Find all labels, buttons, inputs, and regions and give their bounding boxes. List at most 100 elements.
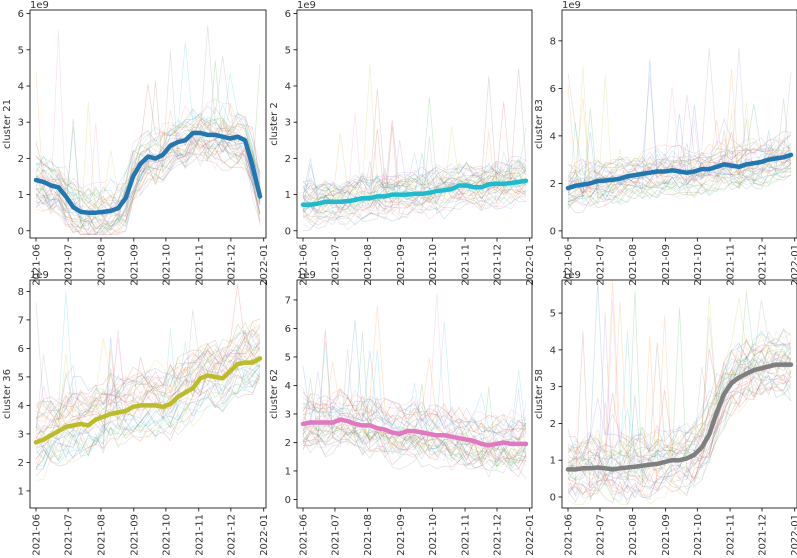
y-tick-label: 5 <box>18 372 24 383</box>
member-series-line <box>302 163 527 201</box>
y-axis-label: cluster 36 <box>2 369 13 419</box>
x-tick-label: 2021-07 <box>330 244 341 286</box>
member-series-line <box>35 331 261 433</box>
y-tick-label: 3 <box>18 118 24 129</box>
member-series-line <box>302 97 527 204</box>
cluster-centroid-line <box>33 130 263 215</box>
x-tick-label: 2021-08 <box>363 514 374 556</box>
member-series-line <box>35 73 261 211</box>
x-tick-label: 2022-01 <box>259 514 270 556</box>
member-series-line <box>302 64 527 197</box>
member-series-line <box>302 156 527 196</box>
member-series-line <box>35 302 261 413</box>
member-series-line <box>567 148 792 185</box>
member-series-line <box>35 323 261 421</box>
y-tick-label: 1 <box>18 486 24 497</box>
member-series-line <box>35 71 261 235</box>
x-tick-label: 2021-09 <box>129 244 140 286</box>
x-tick-label: 2022-01 <box>790 514 797 556</box>
plot-frame <box>29 9 267 239</box>
member-series-line <box>567 117 792 179</box>
member-series-line <box>302 390 527 433</box>
member-series-line <box>567 132 792 175</box>
member-series-line <box>35 123 261 218</box>
x-tick-label: 2021-07 <box>595 514 606 556</box>
x-tick-label: 2022-01 <box>525 514 536 556</box>
y-tick-label: 8 <box>18 287 24 298</box>
member-series-line <box>35 321 261 411</box>
member-series-line <box>35 321 261 418</box>
member-series-line <box>567 66 792 205</box>
cluster-centroid-line <box>300 178 529 207</box>
member-series-line <box>35 141 261 235</box>
member-series-line <box>35 378 261 481</box>
member-series-line <box>567 331 792 457</box>
x-tick-label: 2021-12 <box>226 244 237 286</box>
x-tick-label: 2021-07 <box>64 244 75 286</box>
member-series-line <box>302 415 527 471</box>
y-tick-label: 2 <box>285 438 291 449</box>
x-tick-label: 2021-09 <box>661 514 672 556</box>
y-axis-label: cluster 83 <box>534 99 545 149</box>
x-tick-label: 2021-10 <box>693 514 704 556</box>
member-series-line <box>567 98 792 206</box>
member-series-line <box>567 47 792 193</box>
x-tick-label: 2021-10 <box>428 244 439 286</box>
member-series-line <box>35 121 261 217</box>
member-series-line <box>35 103 261 204</box>
member-series-line <box>567 139 792 179</box>
member-series-line <box>302 388 527 428</box>
member-series-line <box>302 190 527 226</box>
x-tick-label: 2021-07 <box>595 244 606 286</box>
member-series-line <box>567 300 792 466</box>
member-series-line <box>567 130 792 206</box>
member-series-line <box>567 48 792 178</box>
y-tick-label: 6 <box>285 9 291 20</box>
member-series-line <box>35 337 261 470</box>
plot-frame <box>296 279 533 509</box>
x-tick-label: 2021-06 <box>299 244 310 286</box>
y-tick-label: 2 <box>285 154 291 165</box>
member-series-line <box>302 400 527 441</box>
member-series-line <box>35 330 261 440</box>
member-series-line <box>35 152 261 235</box>
member-series-line <box>567 381 792 505</box>
x-tick-label: 2021-09 <box>661 244 672 286</box>
member-series-line <box>302 378 527 468</box>
member-series-line <box>302 392 527 444</box>
member-series-line <box>567 291 792 472</box>
member-series-line <box>567 290 792 484</box>
member-series-line <box>35 80 261 235</box>
member-series-line <box>35 51 261 235</box>
member-series-line <box>567 280 792 461</box>
x-tick-label: 2021-06 <box>32 514 43 556</box>
y-axis-label: cluster 2 <box>269 102 280 146</box>
x-tick-label: 2021-06 <box>32 244 43 286</box>
member-series-line <box>35 101 261 235</box>
member-series-line <box>567 352 792 472</box>
member-series-line <box>302 341 527 465</box>
member-series-line <box>302 76 527 199</box>
member-series-line <box>35 118 261 234</box>
member-series-line <box>35 342 261 435</box>
member-series-line <box>35 325 261 429</box>
member-series-line <box>35 106 261 207</box>
member-series-line <box>567 130 792 200</box>
y-tick-label: 5 <box>285 45 291 56</box>
member-series-line <box>35 349 261 464</box>
member-series-line <box>302 181 527 219</box>
member-series-line <box>567 331 792 501</box>
y-tick-label: 6 <box>285 324 291 335</box>
y-tick-label: 2 <box>18 458 24 469</box>
member-series-line <box>302 158 527 201</box>
member-series-line <box>302 305 527 436</box>
y-exponent-label: 1e9 <box>30 0 49 11</box>
member-series-line <box>302 349 527 471</box>
member-series-line <box>567 342 792 472</box>
member-series-line <box>35 337 261 443</box>
member-series-line <box>567 327 792 452</box>
x-tick-label: 2021-07 <box>64 514 75 556</box>
member-series-line <box>35 117 261 210</box>
member-series-group <box>567 280 792 506</box>
